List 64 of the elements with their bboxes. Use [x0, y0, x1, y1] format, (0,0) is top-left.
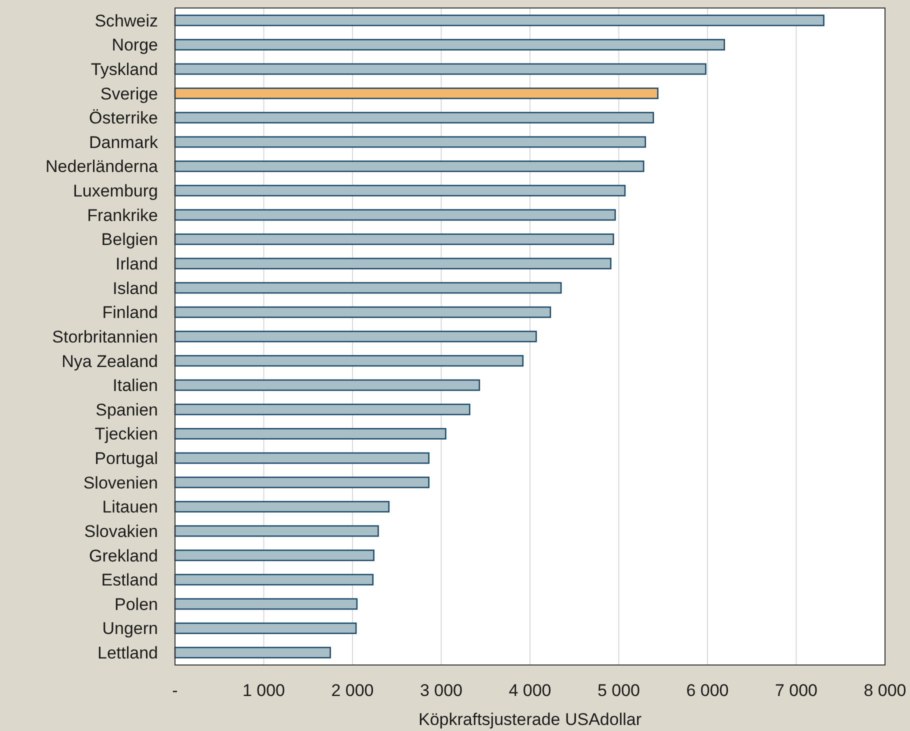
x-axis-title: Köpkraftsjusterade USAdollar	[418, 710, 642, 729]
bar	[174, 646, 331, 658]
y-tick-label: Schweiz	[94, 11, 158, 30]
bar	[174, 306, 552, 318]
bar	[174, 136, 646, 148]
y-tick-label: Storbritannien	[52, 327, 158, 346]
bar	[174, 379, 480, 391]
y-tick-label: Irland	[115, 254, 158, 274]
x-tick-label: 8 000	[864, 681, 906, 700]
y-tick-label: Frankrike	[87, 206, 158, 225]
y-tick-label: Österrike	[89, 108, 158, 128]
bar	[174, 574, 374, 586]
y-tick-label: Danmark	[89, 132, 158, 152]
y-tick-label: Nederländerna	[46, 157, 159, 176]
x-tick-label: 6 000	[686, 681, 729, 700]
bar	[174, 88, 658, 100]
bar	[174, 355, 524, 367]
bar	[174, 38, 726, 50]
y-tick-label: Lettland	[98, 644, 158, 663]
x-tick-label: 5 000	[597, 681, 640, 700]
y-tick-label: Grekland	[89, 546, 158, 566]
x-tick-label: 7 000	[774, 681, 818, 700]
bar	[174, 184, 626, 196]
bar	[174, 14, 824, 26]
y-tick-label: Litauen	[102, 498, 158, 517]
y-tick-label: Nya Zealand	[62, 352, 158, 371]
y-tick-label: Spanien	[96, 400, 158, 420]
y-tick-label: Island	[112, 278, 158, 298]
bar	[174, 550, 374, 562]
bar	[174, 258, 612, 270]
bar	[174, 452, 430, 464]
bar	[174, 112, 654, 124]
y-tick-label: Tyskland	[90, 60, 158, 79]
bar	[174, 598, 358, 610]
bar	[174, 428, 446, 440]
y-tick-label: Estland	[101, 570, 158, 590]
y-tick-label: Belgien	[101, 230, 158, 250]
y-tick-label: Norge	[112, 36, 158, 55]
bar	[174, 209, 616, 221]
bar	[174, 63, 706, 75]
bar	[174, 622, 357, 634]
y-tick-label: Polen	[114, 594, 158, 614]
y-tick-label: Sverige	[100, 84, 158, 104]
y-tick-label: Tjeckien	[94, 424, 158, 444]
x-tick-label: 1 000	[242, 681, 286, 700]
x-tick-label: 3 000	[420, 681, 463, 700]
x-tick-label: 4 000	[508, 681, 552, 700]
y-tick-label: Slovenien	[83, 473, 158, 492]
y-tick-label: Ungern	[102, 619, 158, 638]
y-tick-label: Slovakien	[84, 522, 158, 541]
bar	[174, 330, 537, 342]
y-tick-label: Finland	[102, 303, 158, 322]
y-tick-label: Italien	[112, 376, 158, 396]
y-tick-label: Luxemburg	[72, 182, 158, 201]
bar	[174, 404, 470, 416]
x-tick-label: 2 000	[331, 681, 374, 700]
bar	[174, 525, 379, 537]
bar	[174, 160, 644, 172]
bar	[174, 476, 430, 488]
bar	[174, 500, 390, 512]
x-tick-label: -	[172, 681, 178, 700]
y-tick-label: Portugal	[94, 449, 158, 468]
bar	[174, 282, 562, 294]
bar	[174, 233, 614, 245]
